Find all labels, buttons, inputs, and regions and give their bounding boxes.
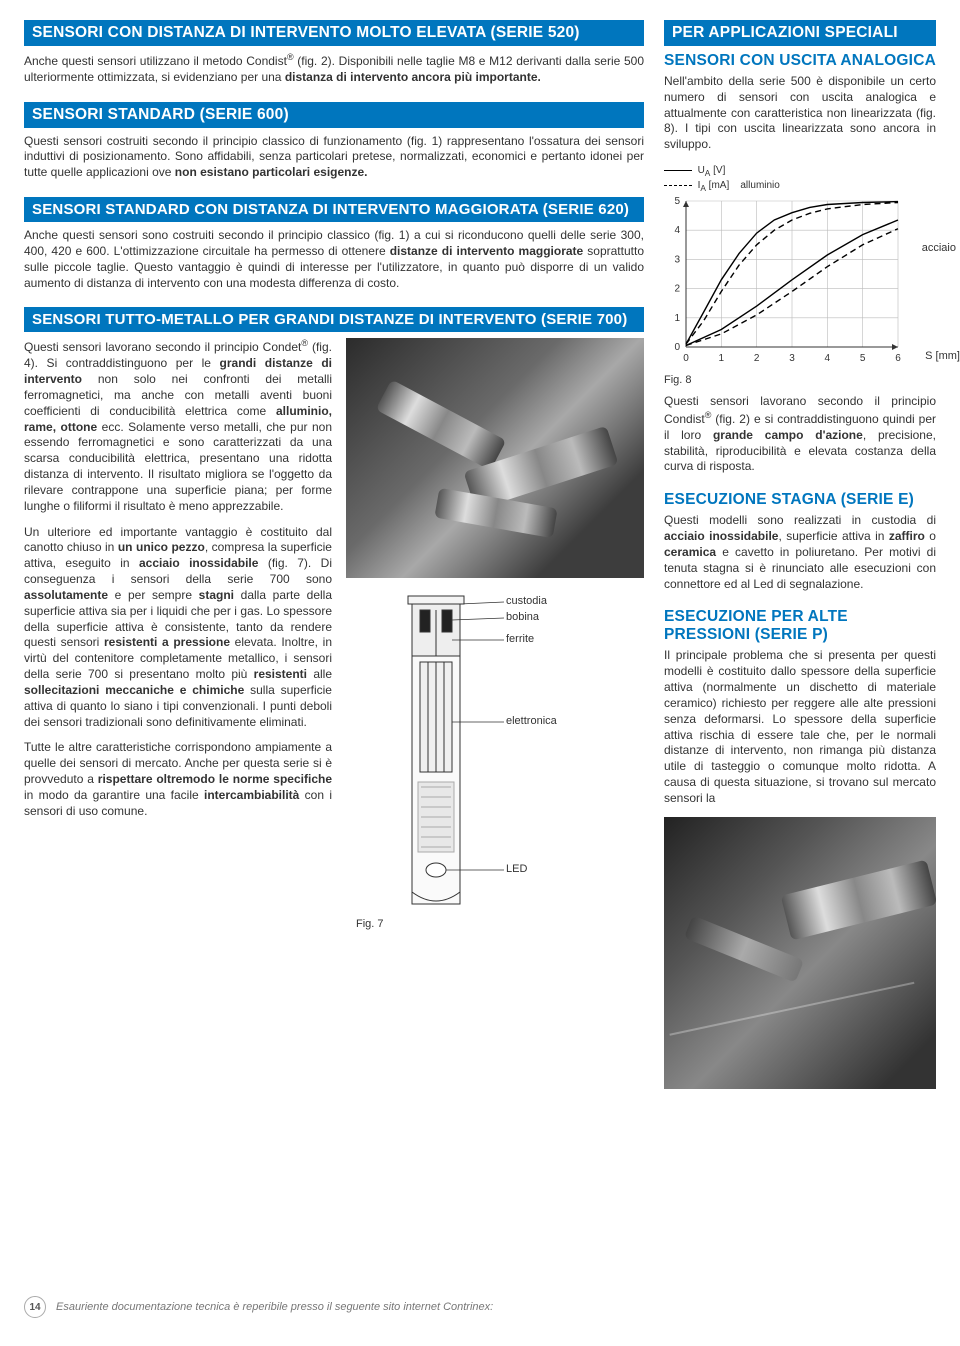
stg-b3: ceramica	[664, 545, 716, 559]
lbl-custodia: custodia	[506, 595, 547, 607]
p700-2bold5: resistenti a pressione	[104, 635, 230, 649]
p-analog-1: Nell'ambito della serie 500 è disponibil…	[664, 74, 936, 153]
svg-text:2: 2	[754, 353, 760, 364]
fig7-canvas: custodia bobina ferrite elettronica LED	[346, 592, 526, 912]
p-stagna: Questi modelli sono realizzati in custod…	[664, 513, 936, 592]
left-column: SENSORI CON DISTANZA DI INTERVENTO MOLTO…	[24, 20, 644, 1105]
lbl-ferrite: ferrite	[506, 633, 534, 645]
lbl-elettronica: elettronica	[506, 715, 557, 727]
fig8-caption: Fig. 8	[664, 374, 936, 386]
p-analog-2bold: grande campo d'azione	[713, 428, 863, 442]
row-700: Questi sensori lavorano secondo il princ…	[24, 338, 644, 930]
para-620: Anche questi sensori sono costruiti seco…	[24, 228, 644, 291]
p700-3: Tutte le altre caratteristiche corrispon…	[24, 740, 332, 819]
svg-text:5: 5	[860, 353, 866, 364]
lbl-alluminio: alluminio	[740, 180, 779, 191]
p700-2bold2: acciaio inossidabile	[139, 556, 258, 570]
two-column-layout: SENSORI CON DISTANZA DI INTERVENTO MOLTO…	[24, 20, 936, 1105]
sensor-photo	[346, 338, 644, 578]
svg-text:4: 4	[825, 353, 831, 364]
svg-text:5: 5	[674, 196, 680, 207]
p700-1a: Questi sensori lavorano secondo il princ…	[24, 340, 301, 354]
lbl-xaxis: S [mm]	[925, 350, 960, 362]
stg-c: o	[925, 529, 936, 543]
p700-2bold7: sollecitazioni meccaniche e chimiche	[24, 683, 244, 697]
p600-bold: non esistano particolari esigenze.	[175, 165, 368, 179]
svg-text:1: 1	[674, 313, 680, 324]
fig7-diagram: custodia bobina ferrite elettronica LED	[346, 592, 644, 912]
p700-2bold3: assolutamente	[24, 588, 108, 602]
p520-a: Anche questi sensori utilizzano il metod…	[24, 54, 287, 68]
section-700: SENSORI TUTTO-METALLO PER GRANDI DISTANZ…	[24, 307, 644, 930]
p700-2d: e per sempre	[108, 588, 199, 602]
p700-3bold2: intercambiabilità	[204, 788, 299, 802]
reg-700: ®	[301, 338, 308, 348]
lbl-acciaio: acciaio	[922, 242, 956, 254]
stg-b1: acciaio inossidabile	[664, 529, 778, 543]
reg-520: ®	[287, 52, 294, 62]
ia-dash-icon	[664, 185, 692, 186]
ua-solid-icon	[664, 170, 692, 171]
p700-1: Questi sensori lavorano secondo il princ…	[24, 338, 332, 514]
lbl-led: LED	[506, 863, 527, 875]
leg-ia-unit: [mA]	[706, 180, 729, 191]
band-special: PER APPLICAZIONI SPECIALI	[664, 20, 936, 46]
p-analog-2: Questi sensori lavorano secondo il princ…	[664, 394, 936, 475]
stg-b: , superficie attiva in	[778, 529, 888, 543]
right-column: PER APPLICAZIONI SPECIALI SENSORI CON US…	[664, 20, 936, 1105]
svg-text:3: 3	[674, 255, 680, 266]
para-520: Anche questi sensori utilizzano il metod…	[24, 52, 644, 86]
sensor-cutaway-svg	[346, 592, 526, 912]
section-620: SENSORI STANDARD CON DISTANZA DI INTERVE…	[24, 197, 644, 291]
p-press: Il principale problema che si presenta p…	[664, 648, 936, 806]
fig7-caption: Fig. 7	[356, 918, 644, 930]
svg-text:6: 6	[895, 353, 901, 364]
figure-column-700: custodia bobina ferrite elettronica LED …	[346, 338, 644, 930]
para-600: Questi sensori costruiti secondo il prin…	[24, 134, 644, 181]
section-press: ESECUZIONE PER ALTE PRESSIONI (SERIE P) …	[664, 608, 936, 1088]
section-600: SENSORI STANDARD (SERIE 600) Questi sens…	[24, 102, 644, 181]
band-700: SENSORI TUTTO-METALLO PER GRANDI DISTANZ…	[24, 307, 644, 332]
leg-ua: U	[698, 165, 705, 176]
footer-text: Esauriente documentazione tecnica è repe…	[56, 1301, 493, 1313]
fig8-chart: 0 1 2 3 4 5 6 0 1 2 3 4 5	[664, 195, 904, 365]
page-footer: 14 Esauriente documentazione tecnica è r…	[24, 1296, 493, 1318]
p620-bold: distanze di intervento maggiorate	[390, 244, 584, 258]
p700-2bold1: un unico pezzo	[118, 540, 205, 554]
text-700: Questi sensori lavorano secondo il princ…	[24, 338, 332, 930]
page-number: 14	[24, 1296, 46, 1318]
leg-ua-unit: [V]	[710, 165, 725, 176]
band-520: SENSORI CON DISTANZA DI INTERVENTO MOLTO…	[24, 20, 644, 46]
p700-2bold4: stagni	[199, 588, 234, 602]
section-520: SENSORI CON DISTANZA DI INTERVENTO MOLTO…	[24, 20, 644, 86]
h-press: ESECUZIONE PER ALTE PRESSIONI (SERIE P)	[664, 608, 936, 644]
band-620: SENSORI STANDARD CON DISTANZA DI INTERVE…	[24, 197, 644, 222]
section-analog: SENSORI CON USCITA ANALOGICA Nell'ambito…	[664, 52, 936, 475]
p700-3b: in modo da garantire una facile	[24, 788, 204, 802]
svg-text:0: 0	[683, 353, 689, 364]
band-600: SENSORI STANDARD (SERIE 600)	[24, 102, 644, 128]
press-photo	[664, 817, 936, 1089]
svg-text:2: 2	[674, 284, 680, 295]
p700-2g: alle	[307, 667, 332, 681]
legend-ia: IA [mA] alluminio	[664, 180, 936, 193]
h-analog: SENSORI CON USCITA ANALOGICA	[664, 52, 936, 70]
stg-a: Questi modelli sono realizzati in custod…	[664, 513, 936, 527]
stg-b2: zaffiro	[889, 529, 925, 543]
lbl-bobina: bobina	[506, 611, 539, 623]
svg-text:4: 4	[674, 225, 680, 236]
svg-text:1: 1	[719, 353, 725, 364]
svg-text:3: 3	[789, 353, 795, 364]
p700-2bold6: resistenti	[254, 667, 307, 681]
p520-bold: distanza di intervento ancora più import…	[285, 70, 541, 84]
section-stagna: ESECUZIONE STAGNA (SERIE E) Questi model…	[664, 491, 936, 592]
legend-ua: UA [V]	[664, 165, 936, 178]
h-stagna: ESECUZIONE STAGNA (SERIE E)	[664, 491, 936, 509]
p700-2: Un ulteriore ed importante vantaggio è c…	[24, 525, 332, 731]
p700-3bold1: rispettare oltremodo le norme specifiche	[98, 772, 332, 786]
svg-text:0: 0	[674, 342, 680, 353]
fig8-wrap: UA [V] IA [mA] alluminio 0 1 2 3 4 5 6 0 1 2 3 4 5 a…	[664, 165, 936, 386]
